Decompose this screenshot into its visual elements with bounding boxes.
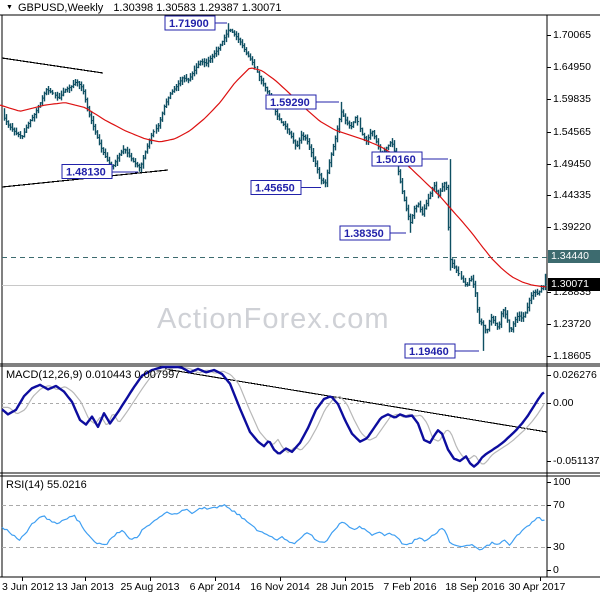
- swing-price-label: 1.50160: [376, 154, 416, 166]
- swing-price-label: 1.45650: [255, 182, 295, 194]
- rsi-line: [1, 504, 545, 551]
- macd-signal-line: [2, 366, 545, 465]
- date-axis-label: 30 Apr 2017: [508, 581, 566, 593]
- moving-average-line: [0, 67, 547, 288]
- candlestick-series: [3, 23, 548, 351]
- date-axis-label: 16 Nov 2014: [250, 581, 310, 593]
- date-axis-label: 28 Jun 2015: [316, 581, 374, 593]
- resistance-price-badge: 1.34440: [548, 250, 600, 263]
- actionforex-watermark: ActionForex.com: [157, 303, 390, 335]
- swing-label-box: [250, 179, 302, 195]
- chart-titlebar: ▼ GBPUSD,Weekly 1.30398 1.30583 1.29387 …: [0, 0, 600, 15]
- swing-price-label: 1.48130: [66, 167, 106, 179]
- swing-price-label: 1.71900: [169, 18, 209, 30]
- swing-label-box: [339, 225, 391, 241]
- swing-label-box: [265, 94, 317, 110]
- date-axis-label: 25 Aug 2013: [120, 581, 180, 593]
- price-axis-label: 1.39220: [553, 221, 591, 233]
- rsi-axis-label: 30: [553, 541, 565, 553]
- rsi-axis-label: 0: [553, 564, 559, 576]
- current-price-badge: 1.30071: [548, 278, 600, 291]
- rsi-axis-label: 100: [553, 476, 571, 488]
- swing-label-box: [371, 151, 423, 167]
- date-axis-label: 3 Jun 2012: [2, 581, 54, 593]
- rsi-axis-label: 70: [553, 499, 565, 511]
- swing-price-label: 1.59290: [270, 97, 310, 109]
- macd-axis-label: 0.026276: [553, 369, 597, 381]
- price-axis-label: 1.23720: [553, 318, 591, 330]
- macd-axis-label: -0.051137: [553, 455, 600, 467]
- swing-label-box: [404, 343, 456, 359]
- macd-indicator-label: MACD(12,26,9) 0.010443 0.007997: [6, 369, 181, 381]
- symbol-timeframe-label: GBPUSD,Weekly: [17, 1, 104, 14]
- date-axis-label: 7 Feb 2016: [383, 581, 437, 593]
- price-axis-label: 1.64950: [553, 61, 591, 73]
- price-axis-label: 1.44335: [553, 189, 591, 201]
- swing-label-box: [61, 164, 113, 180]
- swing-price-label: 1.38350: [344, 228, 384, 240]
- date-axis-label: 18 Sep 2016: [445, 581, 505, 593]
- swing-label-box: [164, 15, 216, 31]
- trendline-0: [1, 57, 104, 74]
- macd-main-line: [1, 365, 545, 468]
- ohlc-quote-values: 1.30398 1.30583 1.29387 1.30071: [113, 1, 282, 14]
- date-axis-label: 13 Jan 2013: [56, 581, 114, 593]
- price-axis-label: 1.49450: [553, 158, 591, 170]
- swing-price-label: 1.19460: [409, 346, 449, 358]
- macd-axis-label: 0.00: [553, 397, 574, 409]
- rsi-indicator-label: RSI(14) 55.0216: [6, 479, 87, 491]
- price-axis-label: 1.54565: [553, 126, 591, 138]
- price-axis-label: 1.18605: [553, 350, 591, 362]
- symbol-dropdown-icon[interactable]: ▼: [6, 4, 13, 11]
- price-axis-label: 1.70065: [553, 29, 591, 41]
- macd-trendline: [164, 368, 548, 433]
- date-axis-label: 6 Apr 2014: [189, 581, 241, 593]
- price-axis-label: 1.59835: [553, 93, 591, 105]
